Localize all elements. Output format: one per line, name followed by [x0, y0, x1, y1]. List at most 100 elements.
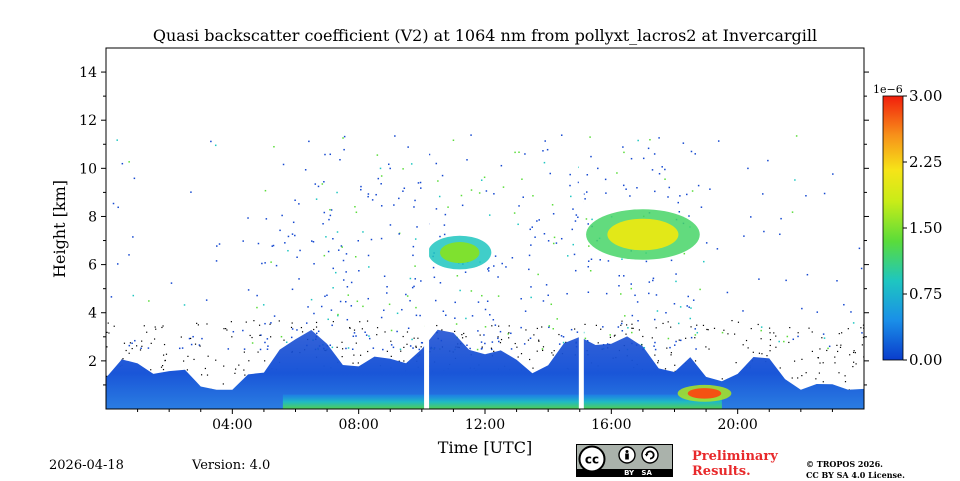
noise-dot [852, 365, 854, 368]
noise-dot [735, 362, 737, 364]
y-axis: 2 4 6 8 10 12 14 [79, 65, 869, 386]
noise-dot [647, 147, 650, 150]
noise-dot [638, 329, 641, 331]
noise-dot [347, 294, 350, 296]
copyright-line-1: © TROPOS 2026. [806, 459, 883, 469]
noise-dot [336, 346, 338, 348]
noise-dot [165, 353, 168, 355]
noise-dot [766, 355, 768, 357]
noise-dot [590, 155, 592, 158]
noise-dot [401, 308, 403, 311]
noise-dot [329, 214, 332, 217]
noise-dot [805, 372, 807, 374]
noise-dot [358, 270, 360, 272]
noise-dot [367, 350, 369, 353]
noise-dot [359, 321, 361, 323]
noise-dot [466, 159, 468, 161]
noise-dot [227, 348, 230, 350]
noise-dot [480, 179, 483, 181]
noise-dot [116, 139, 118, 141]
copyright-note: © TROPOS 2026. CC BY SA 4.0 License. [806, 459, 905, 481]
noise-dot [631, 314, 634, 317]
noise-dot [291, 322, 293, 324]
noise-dot [353, 329, 356, 331]
noise-dot [214, 144, 217, 147]
noise-dot [433, 276, 436, 279]
noise-dot [317, 330, 320, 333]
noise-dot [788, 341, 790, 344]
noise-dot [530, 296, 532, 299]
noise-dot [331, 346, 334, 349]
noise-dot [839, 346, 842, 348]
noise-dot [232, 330, 235, 333]
noise-dot [161, 364, 164, 367]
noise-dot [558, 343, 561, 345]
noise-dot [538, 339, 540, 341]
noise-dot [768, 327, 771, 329]
noise-dot [570, 328, 573, 331]
noise-dot [329, 344, 332, 346]
noise-dot [685, 337, 687, 339]
noise-dot [337, 313, 339, 316]
noise-dot [505, 266, 507, 268]
noise-dot [234, 372, 236, 374]
noise-dot [340, 245, 343, 247]
noise-dot [586, 174, 589, 176]
y-tick-label: 10 [79, 161, 97, 177]
noise-dot [584, 323, 586, 326]
noise-dot [368, 266, 370, 268]
noise-dot [694, 153, 697, 155]
noise-dot [154, 326, 156, 328]
noise-dot [311, 240, 313, 242]
noise-dot [325, 236, 327, 238]
noise-dot [290, 326, 293, 329]
noise-dot [860, 327, 862, 329]
noise-dot [386, 285, 388, 288]
noise-dot [786, 335, 789, 338]
noise-dot [485, 190, 488, 192]
noise-dot [113, 325, 115, 327]
x-axis: 04:00 08:00 12:00 16:00 20:00 [137, 409, 833, 433]
noise-dot [494, 324, 497, 326]
noise-dot [536, 327, 538, 330]
noise-dot [625, 333, 627, 335]
noise-dot [850, 311, 852, 313]
noise-dot [223, 365, 225, 367]
noise-dot [106, 331, 108, 334]
noise-dot [291, 288, 294, 291]
noise-dot [242, 240, 244, 242]
noise-dot [243, 369, 245, 371]
noise-dot [652, 277, 655, 280]
noise-dot [688, 306, 690, 308]
noise-dot [721, 331, 724, 334]
noise-dot [840, 344, 842, 346]
noise-dot [390, 340, 392, 342]
noise-dot [313, 312, 315, 315]
noise-dot [279, 229, 281, 232]
noise-dot [332, 267, 335, 270]
noise-dot [530, 286, 532, 288]
noise-dot [630, 283, 632, 285]
noise-dot [248, 360, 250, 362]
noise-dot [532, 195, 534, 197]
noise-dot [465, 336, 467, 338]
noise-dot [412, 254, 414, 257]
noise-dot [836, 280, 838, 282]
noise-dot [456, 275, 459, 277]
noise-dot [367, 193, 370, 195]
noise-dot [123, 342, 126, 344]
noise-dot [380, 183, 382, 185]
noise-dot [769, 332, 771, 334]
colorbar [882, 95, 904, 361]
noise-dot [216, 245, 218, 247]
noise-dot [398, 360, 400, 362]
noise-dot [552, 354, 554, 356]
noise-dot [403, 360, 405, 362]
noise-dot [357, 362, 359, 364]
noise-dot [667, 337, 670, 340]
noise-dot [334, 271, 337, 274]
noise-dot [441, 329, 443, 331]
noise-dot [844, 375, 846, 377]
x-axis-label: Time [UTC] [438, 438, 532, 457]
noise-dot [853, 350, 855, 352]
